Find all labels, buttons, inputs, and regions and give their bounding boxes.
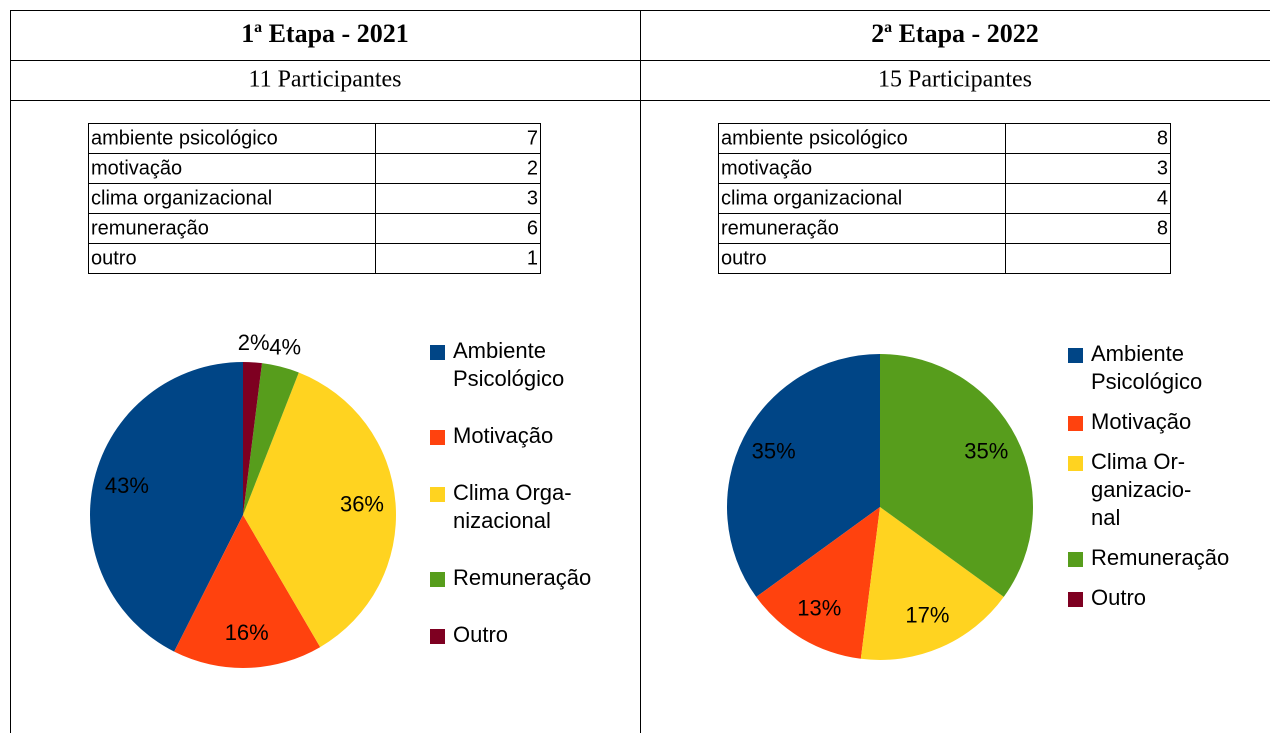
row-label: motivação (91, 157, 182, 179)
pie-slice (243, 362, 262, 515)
table-cell (375, 123, 541, 154)
table-cell (375, 183, 541, 214)
column-title: 2ª Etapa - 2022 (871, 19, 1038, 48)
table-cell (1005, 213, 1171, 244)
legend-label: Remuneração (1091, 545, 1229, 570)
table-cell (1005, 123, 1171, 154)
table-cell (375, 153, 541, 184)
legend-swatch (430, 572, 445, 587)
row-value: 3 (1157, 157, 1168, 179)
table-cell (375, 213, 541, 244)
legend-swatch (1068, 348, 1083, 363)
legend-swatch (430, 430, 445, 445)
row-label: remuneração (721, 217, 839, 239)
slice-label: 17% (905, 602, 949, 627)
legend-swatch (430, 629, 445, 644)
pie-slice (860, 507, 1004, 661)
column-subtitle: 11 Participantes (248, 67, 401, 93)
pie-slice (880, 354, 1034, 597)
row-value: 6 (527, 217, 538, 239)
legend-label: Motivação (453, 423, 553, 448)
legend-label: nizacional (453, 508, 551, 533)
row-label: motivação (721, 157, 812, 179)
row-label: outro (91, 247, 137, 269)
slice-label: 36% (340, 492, 384, 517)
legend-swatch (1068, 552, 1083, 567)
legend-swatch (1068, 592, 1083, 607)
legend-label: nal (1091, 505, 1120, 530)
legend-label: Motivação (1091, 409, 1191, 434)
slice-label: 43% (105, 473, 149, 498)
row-value: 3 (527, 187, 538, 209)
row-label: clima organizacional (91, 187, 272, 209)
legend-swatch (430, 487, 445, 502)
legend-swatch (1068, 456, 1083, 471)
pie-slice (243, 372, 396, 648)
legend-label: Outro (453, 622, 508, 647)
column-subtitle: 15 Participantes (878, 67, 1032, 93)
table-cell (375, 243, 541, 274)
row-value: 2 (527, 157, 538, 179)
row-label: outro (721, 247, 767, 269)
slice-label: 4% (269, 335, 301, 360)
table-cell (1005, 243, 1171, 274)
legend-label: Outro (1091, 585, 1146, 610)
frame (10, 10, 1270, 733)
table-cell (1005, 153, 1171, 184)
legend-label: Psicológico (1091, 369, 1202, 394)
row-value: 8 (1157, 217, 1168, 239)
legend-label: Ambiente (1091, 341, 1184, 366)
slice-label: 35% (964, 439, 1008, 464)
pie-slice (756, 507, 880, 659)
table-cell (1005, 183, 1171, 214)
legend-label: Remuneração (453, 565, 591, 590)
slice-label: 16% (225, 620, 269, 645)
row-value: 1 (527, 247, 538, 269)
slice-label: 2% (238, 330, 270, 355)
row-label: ambiente psicológico (91, 127, 278, 149)
legend-swatch (430, 345, 445, 360)
legend-label: ganizacio- (1091, 477, 1191, 502)
legend-label: Clima Orga- (453, 480, 572, 505)
column-title: 1ª Etapa - 2021 (241, 19, 408, 48)
pie-slice (727, 354, 880, 597)
legend-label: Ambiente (453, 338, 546, 363)
row-value: 4 (1157, 187, 1168, 209)
row-value: 7 (527, 127, 538, 149)
slice-label: 13% (797, 596, 841, 621)
row-label: ambiente psicológico (721, 127, 908, 149)
slice-label: 35% (752, 439, 796, 464)
legend-swatch (1068, 416, 1083, 431)
row-value: 8 (1157, 127, 1168, 149)
pie-slice (174, 515, 321, 668)
legend-label: Psicológico (453, 366, 564, 391)
row-label: clima organizacional (721, 187, 902, 209)
legend-label: Clima Or- (1091, 449, 1185, 474)
pie-slice (89, 362, 244, 652)
pie-slice (243, 363, 299, 515)
row-label: remuneração (91, 217, 209, 239)
